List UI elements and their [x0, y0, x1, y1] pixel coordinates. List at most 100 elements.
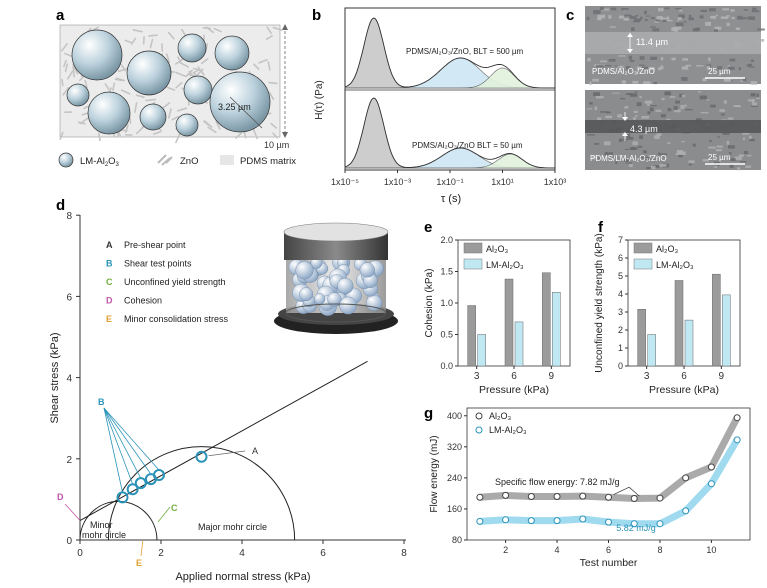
zno-rod	[171, 115, 179, 121]
micrograph-grain	[699, 15, 704, 19]
micrograph-grain	[601, 8, 610, 11]
micrograph-grain	[629, 93, 638, 97]
ytick-label: 5	[618, 271, 623, 281]
ytick-label: 0.5	[440, 330, 453, 340]
micrograph-grain	[634, 18, 642, 21]
micrograph-grain	[652, 28, 660, 32]
panel-d-ytick-label: 4	[66, 374, 72, 385]
label-d: D	[57, 492, 64, 502]
micrograph-grain	[735, 27, 741, 31]
micrograph-grain	[586, 16, 590, 21]
micrograph-grain	[617, 66, 623, 68]
micrograph-grain	[746, 154, 752, 157]
legend-label: LM-Al₂O₃	[656, 260, 694, 270]
micrograph-grain	[696, 118, 702, 122]
micrograph-grain	[683, 20, 687, 23]
micrograph-grain	[714, 164, 717, 168]
arrow-b	[103, 407, 134, 485]
annotation-specific-flow-energy: Specific flow energy: 7.82 mJ/g	[495, 477, 620, 487]
micrograph-grain	[644, 156, 652, 160]
micrograph-grain	[644, 19, 648, 21]
panel-d-xtick-label: 2	[158, 548, 164, 559]
ytick-label: 3	[618, 307, 623, 317]
micrograph-grain	[734, 156, 742, 160]
micrograph-grain	[737, 167, 740, 171]
panel-d-ylabel: Shear stress (kPa)	[49, 332, 61, 423]
micrograph-grain	[618, 15, 624, 19]
zno-rod	[115, 77, 126, 82]
micrograph-grain	[728, 66, 735, 70]
micrograph-grain	[625, 162, 632, 164]
micrograph-grain	[623, 18, 629, 21]
micrograph-bottom-layer	[585, 120, 761, 133]
bar	[552, 292, 561, 367]
micrograph-grain	[594, 106, 598, 111]
micrograph-grain	[640, 16, 643, 19]
zno-rod	[167, 31, 175, 40]
xtick-label: 10	[706, 545, 716, 555]
diameter-line	[229, 96, 263, 129]
data-point	[682, 507, 690, 515]
data-point	[605, 518, 612, 526]
zno-rod	[66, 70, 74, 80]
lm-al2o3-sphere	[126, 50, 172, 96]
zno-rod	[112, 82, 116, 91]
micrograph-grain	[666, 118, 671, 120]
micrograph-grain	[660, 65, 664, 70]
micrograph-grain	[650, 56, 657, 60]
micrograph-grain	[650, 26, 656, 28]
micrograph-grain	[664, 91, 671, 96]
ylabel: Cohesion (kPa)	[424, 269, 435, 338]
panel-f-chart: 0 1 2 3 4 5 6 7 3 6 9 Al₂O₃ LM-Al₂O₃ Pressure (kPa) Un…	[594, 233, 741, 396]
micrograph-grain	[674, 109, 681, 113]
micrograph-top-label: PDMS/Al₂O₃/ZnO	[592, 67, 655, 76]
data-point	[630, 520, 638, 528]
micrograph-grain	[604, 141, 611, 146]
micrograph-grain	[739, 80, 745, 82]
micrograph-grain	[608, 15, 612, 19]
panel-d-chart: 0 2 4 6 8 0 2 4 6 8 A Pre-shear point B Shear test p…	[49, 211, 407, 583]
zno-rod	[135, 94, 145, 99]
micrograph-grain	[751, 10, 760, 13]
micrograph-grain	[625, 159, 629, 162]
micrograph-grain	[618, 155, 624, 157]
micrograph-grain	[624, 14, 632, 17]
micrograph-grain	[702, 78, 707, 82]
label-e: E	[136, 558, 142, 568]
micrograph-grain	[746, 64, 752, 67]
legend-swatch	[463, 258, 483, 270]
micrograph-grain	[730, 158, 736, 161]
shear-cell-illustration	[274, 222, 398, 334]
xlabel: Pressure (kPa)	[479, 384, 549, 396]
micrograph-grain	[678, 154, 683, 158]
micrograph-grain	[597, 14, 606, 19]
lm-particle	[295, 261, 314, 280]
micrograph-grain	[656, 133, 662, 136]
micrograph-grain	[750, 59, 755, 62]
micrograph-grain	[756, 93, 759, 98]
zno-rod	[175, 71, 186, 77]
data-point	[707, 463, 715, 471]
zno-rod	[185, 69, 194, 78]
micrograph-grain	[660, 153, 668, 156]
micrograph-grain	[639, 135, 643, 139]
micrograph-grain	[612, 92, 620, 94]
zno-rod	[203, 120, 210, 127]
micrograph-grain	[632, 117, 636, 120]
micrograph-grain	[729, 164, 734, 168]
micrograph-grain	[667, 108, 672, 112]
zno-rod	[180, 28, 187, 37]
micrograph-grain	[626, 93, 633, 95]
ytick-label: 0	[618, 361, 623, 371]
micrograph-grain	[745, 165, 751, 168]
lm-particle	[339, 296, 357, 315]
micrograph-grain	[749, 135, 752, 139]
micrograph-grain	[723, 79, 732, 82]
micrograph-grain	[647, 111, 651, 115]
thickness-top: 11.4 µm	[636, 37, 668, 47]
micrograph-grain	[749, 66, 755, 68]
data-point	[579, 515, 587, 523]
ylabel: Unconfined yield strength (kPa)	[594, 233, 605, 373]
micrograph-grain	[620, 97, 625, 100]
